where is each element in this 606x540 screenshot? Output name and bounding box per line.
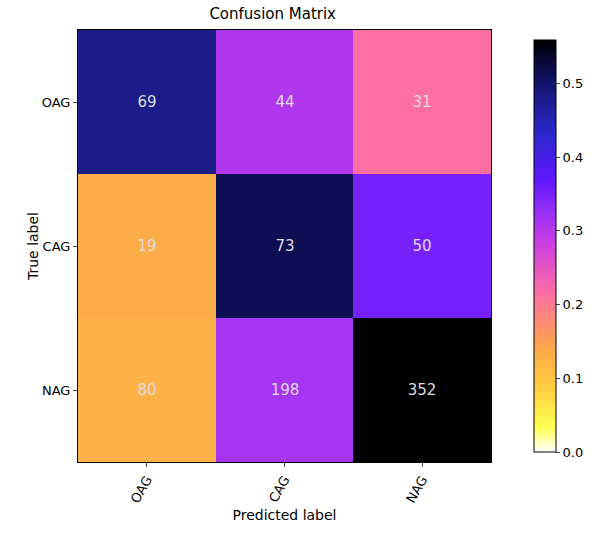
svg-text:31: 31: [412, 93, 431, 111]
svg-text:0.2: 0.2: [563, 297, 584, 312]
svg-text:19: 19: [137, 237, 156, 255]
svg-text:198: 198: [271, 381, 300, 399]
svg-text:0.3: 0.3: [563, 223, 584, 238]
svg-text:CAG: CAG: [266, 473, 293, 505]
svg-text:0.1: 0.1: [563, 371, 584, 386]
svg-text:NAG: NAG: [403, 473, 430, 505]
svg-text:Predicted label: Predicted label: [232, 507, 336, 523]
svg-text:0.0: 0.0: [563, 445, 584, 460]
svg-text:CAG: CAG: [43, 239, 71, 254]
svg-text:OAG: OAG: [128, 473, 155, 505]
svg-text:69: 69: [137, 93, 156, 111]
svg-text:80: 80: [137, 381, 156, 399]
svg-text:OAG: OAG: [42, 95, 71, 110]
svg-text:44: 44: [275, 93, 294, 111]
svg-text:Confusion Matrix: Confusion Matrix: [209, 5, 336, 23]
svg-text:50: 50: [412, 237, 431, 255]
svg-text:NAG: NAG: [42, 383, 70, 398]
svg-text:352: 352: [408, 381, 437, 399]
svg-text:True label: True label: [25, 212, 41, 281]
svg-text:0.5: 0.5: [563, 76, 584, 91]
svg-text:0.4: 0.4: [563, 150, 584, 165]
svg-text:73: 73: [275, 237, 294, 255]
